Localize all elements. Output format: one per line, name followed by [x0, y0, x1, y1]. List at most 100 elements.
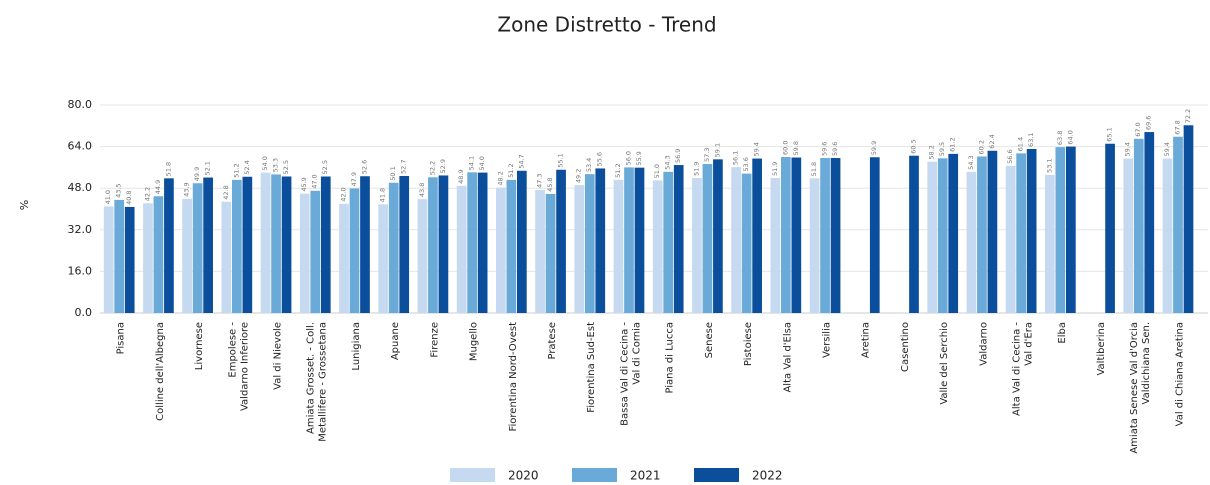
- x-tick-label: Valle del Serchio: [939, 322, 950, 405]
- bar: [320, 176, 331, 313]
- value-label: 57.3: [703, 148, 711, 162]
- value-label: 54.3: [664, 155, 672, 169]
- value-label: 41.0: [104, 190, 112, 204]
- bar: [467, 172, 477, 313]
- legend-label: 2021: [630, 469, 661, 483]
- value-label: 59.4: [1163, 142, 1171, 156]
- x-tick-label: Alta Val di Cecina -Val d'Era: [1012, 322, 1035, 416]
- legend-swatch: [572, 468, 617, 482]
- bar: [399, 175, 410, 313]
- bar: [242, 176, 253, 313]
- value-label: 59.6: [820, 142, 828, 156]
- bar: [260, 172, 271, 313]
- bar: [1066, 146, 1076, 313]
- value-label: 52.9: [439, 159, 447, 173]
- y-tick-label: 48.0: [68, 181, 93, 194]
- bar: [987, 150, 998, 313]
- value-label: 52.2: [428, 161, 436, 175]
- value-label: 54.0: [478, 156, 486, 170]
- bar: [192, 183, 203, 313]
- y-tick-label: 16.0: [68, 264, 93, 277]
- value-label: 72.2: [1184, 109, 1192, 123]
- value-label: 42.2: [143, 187, 151, 201]
- value-label: 48.9: [457, 169, 465, 183]
- bar: [428, 177, 438, 313]
- x-tick-label: Valdarno: [978, 322, 989, 366]
- bar: [339, 203, 349, 313]
- bar: [713, 159, 723, 313]
- value-label: 45.8: [546, 177, 554, 191]
- value-label: 67.8: [1173, 120, 1181, 134]
- bar: [203, 177, 213, 313]
- bar: [164, 178, 174, 313]
- value-label: 60.0: [781, 141, 789, 155]
- bar: [927, 161, 938, 313]
- bar: [869, 157, 880, 313]
- x-tick-label: Pistoiese: [743, 322, 754, 366]
- value-label: 51.2: [232, 163, 240, 177]
- value-label: 53.1: [1045, 158, 1053, 172]
- bar: [781, 157, 791, 313]
- value-label: 63.8: [1056, 131, 1064, 145]
- value-label: 52.4: [243, 160, 251, 174]
- bar: [1105, 143, 1115, 313]
- value-label: 55.9: [635, 151, 643, 165]
- x-tick-label: Lunigiana: [351, 322, 362, 371]
- legend-label: 2020: [508, 469, 539, 483]
- x-tick-label: Pratese: [547, 322, 558, 360]
- bar: [103, 206, 114, 313]
- bar: [791, 157, 802, 313]
- x-tick-label: Amiata Senese Val d'OrciaValdichiana Sen…: [1129, 322, 1152, 454]
- value-label: 56.6: [1006, 149, 1014, 163]
- value-label: 58.2: [928, 145, 936, 159]
- bar: [652, 180, 663, 313]
- value-label: 40.8: [125, 190, 133, 204]
- bar: [752, 158, 762, 313]
- value-label: 49.2: [575, 169, 583, 183]
- bar: [477, 172, 488, 313]
- value-label: 55.6: [596, 152, 604, 166]
- value-label: 65.1: [1105, 127, 1113, 141]
- bar: [702, 164, 713, 313]
- bar: [948, 153, 959, 313]
- bar: [221, 201, 232, 313]
- bar: [634, 167, 645, 313]
- bar: [624, 167, 634, 313]
- bar: [584, 174, 595, 313]
- legend-swatch: [450, 468, 495, 482]
- bar: [456, 185, 467, 313]
- value-label: 59.4: [1124, 142, 1132, 156]
- bar: [388, 182, 399, 313]
- bar: [545, 193, 556, 313]
- value-label: 51.0: [653, 164, 661, 178]
- bar: [820, 158, 830, 313]
- bar: [1123, 158, 1134, 313]
- value-label: 54.0: [261, 156, 269, 170]
- value-label: 51.9: [692, 162, 700, 176]
- bar: [417, 199, 428, 313]
- x-tick-label: Amiata Grosset. - Coll.Metallifere - Gro…: [306, 322, 329, 442]
- y-tick-label: 0.0: [75, 306, 93, 319]
- bar: [595, 168, 606, 313]
- bar: [1026, 148, 1037, 313]
- value-label: 61.2: [949, 137, 957, 151]
- x-tick-label: Fiorentina Nord-Ovest: [508, 322, 519, 432]
- value-label: 52.5: [282, 160, 290, 174]
- x-tick-label: Val di Chiana Aretina: [1174, 322, 1185, 426]
- bar: [574, 185, 585, 313]
- x-tick-label: Pisana: [116, 322, 127, 354]
- value-label: 61.4: [1017, 137, 1025, 151]
- value-label: 59.6: [831, 142, 839, 156]
- bar: [378, 204, 389, 313]
- value-label: 55.1: [556, 153, 564, 167]
- y-tick-label: 64.0: [68, 140, 93, 153]
- bar: [1045, 174, 1055, 313]
- bar: [613, 179, 624, 313]
- value-label: 42.8: [222, 185, 230, 199]
- value-label: 47.3: [535, 174, 543, 188]
- bar: [299, 193, 310, 313]
- bar: [1183, 125, 1194, 313]
- x-tick-label: Mugello: [469, 322, 480, 361]
- value-label: 62.4: [988, 134, 996, 148]
- bar: [731, 167, 741, 313]
